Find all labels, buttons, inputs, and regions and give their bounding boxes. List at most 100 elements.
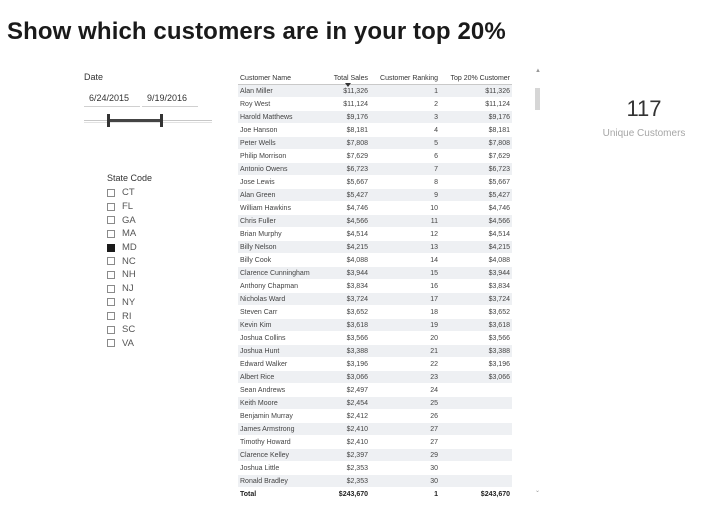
- table-row[interactable]: Keith Moore $2,454 25: [238, 396, 512, 410]
- cell-customer-name: Joshua Collins: [238, 331, 326, 345]
- cell-top-20-customer: $4,566: [440, 214, 512, 228]
- checkbox[interactable]: [107, 284, 115, 293]
- table-row[interactable]: Kevin Kim $3,618 19 $3,618: [238, 318, 512, 332]
- state-item-fl[interactable]: FL: [107, 200, 187, 214]
- slider-start-handle[interactable]: [107, 114, 111, 127]
- table-row[interactable]: Anthony Chapman $3,834 16 $3,834: [238, 279, 512, 293]
- state-item-label: NC: [122, 255, 136, 267]
- cell-total-sales: $2,454: [326, 396, 370, 410]
- cell-customer-ranking: 30: [370, 474, 440, 488]
- cell-top-20-customer: [440, 422, 512, 436]
- cell-customer-ranking: 30: [370, 461, 440, 475]
- table-scrollbar[interactable]: ▲ ⌄: [534, 68, 542, 494]
- cell-total-sales: $5,427: [326, 188, 370, 202]
- column-header-top-20-customer[interactable]: Top 20% Customer: [440, 66, 512, 85]
- table-row[interactable]: Nicholas Ward $3,724 17 $3,724: [238, 292, 512, 306]
- table-row[interactable]: Edward Walker $3,196 22 $3,196: [238, 357, 512, 371]
- state-item-nh[interactable]: NH: [107, 268, 187, 282]
- table-row[interactable]: Billy Nelson $4,215 13 $4,215: [238, 240, 512, 254]
- checkbox[interactable]: [107, 229, 115, 238]
- state-item-ga[interactable]: GA: [107, 213, 187, 227]
- date-range-slider[interactable]: [84, 114, 212, 128]
- cell-total-sales: $3,566: [326, 331, 370, 345]
- cell-top-20-customer: $3,834: [440, 279, 512, 293]
- slider-end-handle[interactable]: [159, 114, 163, 127]
- table-row[interactable]: Billy Cook $4,088 14 $4,088: [238, 253, 512, 267]
- state-item-label: NJ: [122, 283, 134, 295]
- column-header-total-sales[interactable]: Total Sales: [326, 66, 370, 87]
- table-row[interactable]: Ronald Bradley $2,353 30: [238, 474, 512, 488]
- cell-customer-name: Clarence Kelley: [238, 448, 326, 462]
- chevron-up-icon[interactable]: ▲: [535, 68, 541, 74]
- cell-total-sales: $6,723: [326, 162, 370, 176]
- cell-top-20-customer: $3,196: [440, 357, 512, 371]
- table-row[interactable]: Alan Green $5,427 9 $5,427: [238, 188, 512, 202]
- state-item-va[interactable]: VA: [107, 337, 187, 351]
- start-date-input[interactable]: 6/24/2015: [84, 90, 140, 107]
- table-row[interactable]: Benjamin Murray $2,412 26: [238, 409, 512, 423]
- end-date-input[interactable]: 9/19/2016: [142, 90, 198, 107]
- table-row[interactable]: Philip Morrison $7,629 6 $7,629: [238, 149, 512, 163]
- table-row[interactable]: Chris Fuller $4,566 11 $4,566: [238, 214, 512, 228]
- checkbox[interactable]: [107, 216, 115, 225]
- state-item-ct[interactable]: CT: [107, 186, 187, 200]
- table-row[interactable]: Brian Murphy $4,514 12 $4,514: [238, 227, 512, 241]
- state-item-label: MD: [122, 242, 137, 254]
- column-header-customer-ranking[interactable]: Customer Ranking: [370, 66, 440, 85]
- table-row[interactable]: Clarence Kelley $2,397 29: [238, 448, 512, 462]
- table-row[interactable]: Joshua Collins $3,566 20 $3,566: [238, 331, 512, 345]
- table-row[interactable]: Steven Carr $3,652 18 $3,652: [238, 305, 512, 319]
- checkbox[interactable]: [107, 298, 115, 307]
- cell-customer-name: Joshua Hunt: [238, 344, 326, 358]
- cell-top-20-customer: $11,326: [440, 84, 512, 98]
- cell-total-sales: $2,353: [326, 461, 370, 475]
- table-row[interactable]: Sean Andrews $2,497 24: [238, 383, 512, 397]
- table-row[interactable]: Antonio Owens $6,723 7 $6,723: [238, 162, 512, 176]
- table-row[interactable]: Roy West $11,124 2 $11,124: [238, 97, 512, 111]
- state-item-label: NY: [122, 296, 136, 308]
- chevron-down-icon[interactable]: ⌄: [535, 488, 541, 494]
- table-row[interactable]: James Armstrong $2,410 27: [238, 422, 512, 436]
- state-item-nj[interactable]: NJ: [107, 282, 187, 296]
- cell-top-20-customer: $5,427: [440, 188, 512, 202]
- checkbox[interactable]: [107, 257, 115, 266]
- scroll-thumb[interactable]: [535, 88, 540, 110]
- table-row[interactable]: Joe Hanson $8,181 4 $8,181: [238, 123, 512, 137]
- checkbox[interactable]: [107, 312, 115, 321]
- checkbox[interactable]: [107, 202, 115, 211]
- column-header-customer-name[interactable]: Customer Name: [238, 66, 326, 85]
- state-item-ri[interactable]: RI: [107, 309, 187, 323]
- table-row[interactable]: Peter Wells $7,808 5 $7,808: [238, 136, 512, 150]
- table-row[interactable]: William Hawkins $4,746 10 $4,746: [238, 201, 512, 215]
- table-row[interactable]: Albert Rice $3,066 23 $3,066: [238, 370, 512, 384]
- total-sales: $243,670: [326, 487, 370, 502]
- table-row[interactable]: Clarence Cunningham $3,944 15 $3,944: [238, 266, 512, 280]
- state-item-md[interactable]: MD: [107, 241, 187, 255]
- table-row[interactable]: Timothy Howard $2,410 27: [238, 435, 512, 449]
- checkbox[interactable]: [107, 243, 115, 252]
- checkbox[interactable]: [107, 270, 115, 279]
- state-item-ma[interactable]: MA: [107, 227, 187, 241]
- cell-customer-name: Ronald Bradley: [238, 474, 326, 488]
- cell-customer-ranking: 17: [370, 292, 440, 306]
- cell-customer-ranking: 18: [370, 305, 440, 319]
- cell-top-20-customer: $9,176: [440, 110, 512, 124]
- state-item-ny[interactable]: NY: [107, 296, 187, 310]
- checkbox[interactable]: [107, 339, 115, 348]
- cell-customer-name: Billy Cook: [238, 253, 326, 267]
- checkbox[interactable]: [107, 188, 115, 197]
- state-item-label: RI: [122, 310, 132, 322]
- table-row[interactable]: Joshua Hunt $3,388 21 $3,388: [238, 344, 512, 358]
- slider-selected-range: [107, 119, 160, 122]
- state-item-nc[interactable]: NC: [107, 254, 187, 268]
- cell-top-20-customer: $3,724: [440, 292, 512, 306]
- table-row[interactable]: Harold Matthews $9,176 3 $9,176: [238, 110, 512, 124]
- state-item-label: CT: [122, 187, 135, 199]
- table-row[interactable]: Jose Lewis $5,667 8 $5,667: [238, 175, 512, 189]
- table-row[interactable]: Joshua Little $2,353 30: [238, 461, 512, 475]
- state-item-sc[interactable]: SC: [107, 323, 187, 337]
- cell-customer-name: Chris Fuller: [238, 214, 326, 228]
- checkbox[interactable]: [107, 325, 115, 334]
- table-row[interactable]: Alan Miller $11,326 1 $11,326: [238, 84, 512, 98]
- state-code-slicer: State Code CT FL GA MA MD NC NH NJ NY RI SC VA: [107, 173, 187, 350]
